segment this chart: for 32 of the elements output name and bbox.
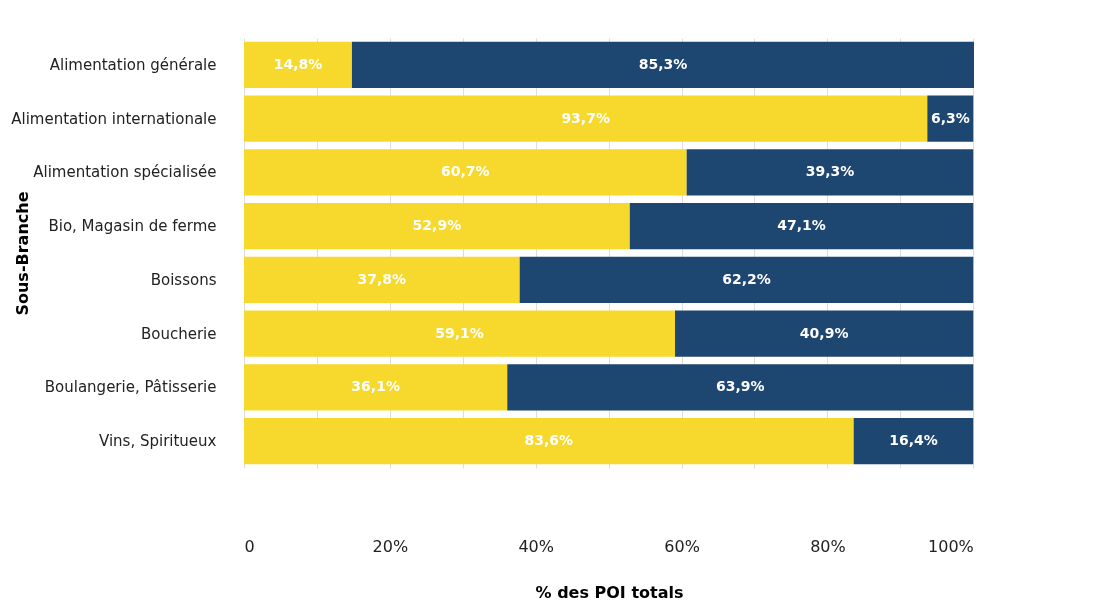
- x-tick-label: 80%: [810, 536, 846, 556]
- x-tick-label: 100%: [928, 536, 974, 556]
- data-label: 59,1%: [435, 324, 484, 341]
- data-label: 63,9%: [715, 378, 765, 395]
- data-label: 39,3%: [805, 163, 855, 180]
- x-tick-label: 20%: [372, 536, 409, 556]
- y-tick-label: Bio, Magasin de ferme: [48, 217, 217, 236]
- data-label: 47,1%: [777, 217, 826, 234]
- data-label: 16,4%: [889, 432, 938, 449]
- x-axis-title: % des POI totals: [535, 582, 684, 602]
- data-label: 52,9%: [412, 217, 462, 234]
- y-tick-label: Boulangerie, Pâtisserie: [44, 378, 217, 397]
- y-tick-label: Boucherie: [140, 324, 217, 343]
- x-tick-label: 60%: [664, 536, 700, 556]
- data-label: 85,3%: [638, 55, 688, 72]
- data-label: 60,7%: [441, 163, 490, 180]
- x-tick-label: 40%: [518, 536, 554, 556]
- data-label: 36,1%: [351, 378, 400, 395]
- y-tick-label: Alimentation internationale: [11, 109, 217, 128]
- data-label: 62,2%: [722, 270, 771, 287]
- data-label: 83,6%: [524, 432, 574, 449]
- y-tick-label: Alimentation spécialisée: [33, 163, 217, 182]
- data-label: 14,8%: [273, 55, 323, 72]
- data-label: 93,7%: [561, 109, 610, 126]
- x-tick-label: 0: [244, 536, 255, 556]
- y-tick-label: Boissons: [150, 270, 217, 289]
- data-label: 37,8%: [357, 270, 407, 287]
- data-label: 40,9%: [799, 324, 849, 341]
- data-label: 6,3%: [930, 109, 970, 126]
- y-tick-label: Vins, Spiritueux: [98, 432, 217, 451]
- y-tick-label: Alimentation générale: [49, 55, 217, 74]
- y-axis-title: Sous-Branche: [12, 191, 32, 316]
